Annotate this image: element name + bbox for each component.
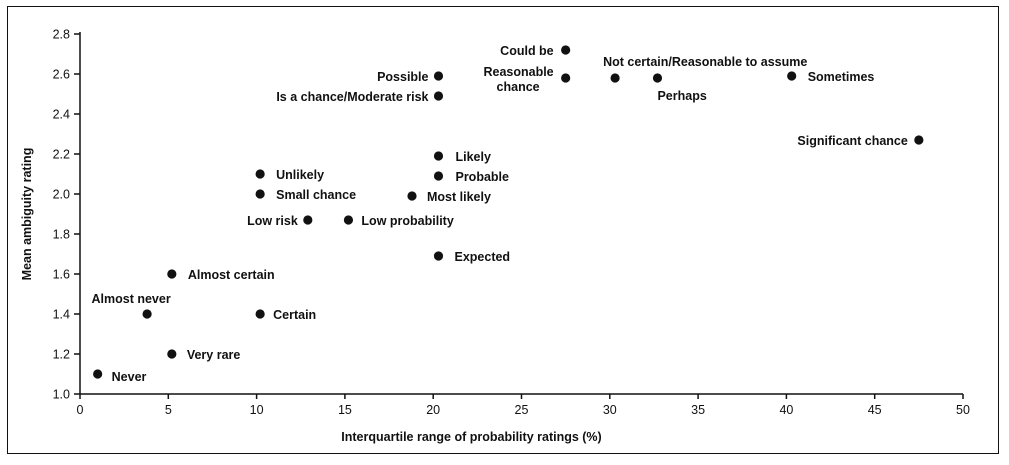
data-point [255, 189, 265, 199]
y-tick-label: 1.6 [53, 268, 70, 282]
y-tick-label: 1.2 [53, 348, 70, 362]
point-label: Certain [273, 308, 316, 322]
data-point [407, 191, 417, 201]
point-label: Significant chance [797, 134, 907, 148]
y-tick-label: 2.4 [53, 108, 70, 122]
data-point [433, 171, 444, 181]
data-point [433, 91, 444, 101]
data-point [787, 71, 797, 81]
data-point [914, 135, 924, 145]
point-label: Low probability [361, 214, 453, 228]
point-label: Possible [377, 70, 428, 84]
y-tick-label: 2.8 [53, 28, 70, 42]
x-tick-label: 25 [515, 403, 529, 417]
data-point [255, 169, 265, 179]
chart-frame [7, 6, 999, 454]
y-axis-title: Mean ambiguity rating [20, 148, 34, 281]
point-label: Likely [455, 150, 490, 164]
point-label: Almost certain [188, 268, 275, 282]
data-point [561, 45, 571, 55]
point-label: Very rare [187, 348, 241, 362]
x-tick-label: 5 [165, 403, 172, 417]
x-axis-title: Interquartile range of probability ratin… [341, 430, 601, 444]
point-label: Almost never [92, 292, 171, 306]
point-label: Could be [500, 44, 554, 58]
x-tick-label: 45 [868, 403, 882, 417]
x-tick-label: 15 [338, 403, 352, 417]
y-tick-label: 1.8 [53, 228, 70, 242]
y-tick-label: 2.6 [53, 68, 70, 82]
data-point [433, 71, 444, 81]
point-label: Reasonable chance [483, 65, 553, 94]
point-label: Not certain/Reasonable to assume [603, 55, 807, 69]
data-point [167, 269, 177, 279]
x-tick-label: 20 [426, 403, 440, 417]
data-point [255, 309, 265, 319]
data-point [610, 73, 620, 83]
point-label: Sometimes [808, 70, 875, 84]
x-tick-label: 35 [691, 403, 705, 417]
data-point [343, 215, 354, 225]
y-tick-label: 2.0 [53, 188, 70, 202]
point-label: Probable [455, 170, 509, 184]
point-label: Never [112, 370, 147, 384]
x-tick-label: 50 [956, 403, 970, 417]
point-label: Is a chance/Moderate risk [276, 90, 428, 104]
data-point [93, 369, 103, 379]
data-point [652, 73, 663, 83]
point-label: Small chance [276, 188, 356, 202]
point-label: Perhaps [657, 89, 706, 103]
y-tick-label: 2.2 [53, 148, 70, 162]
point-label: Most likely [427, 190, 491, 204]
x-tick-label: 40 [779, 403, 793, 417]
y-tick-label: 1.4 [53, 308, 70, 322]
y-tick-label: 1.0 [53, 388, 70, 402]
data-point [433, 251, 444, 261]
data-point [433, 151, 444, 161]
x-tick-label: 30 [603, 403, 617, 417]
data-point [303, 215, 313, 225]
data-points: Could be Reasonable chance Not certain/Reas… [92, 44, 924, 384]
data-point [142, 309, 152, 319]
data-point [561, 73, 571, 83]
x-tick-label: 10 [250, 403, 264, 417]
point-label: Low risk [247, 214, 298, 228]
data-point [167, 349, 177, 359]
x-tick-label: 0 [77, 403, 84, 417]
point-label: Expected [454, 250, 510, 264]
ticks: 0 5 10 15 20 25 30 35 40 45 50 1.0 1.2 1.4 1.6 1.8 2.0 2.… [53, 28, 970, 418]
point-label: Unlikely [276, 168, 324, 182]
